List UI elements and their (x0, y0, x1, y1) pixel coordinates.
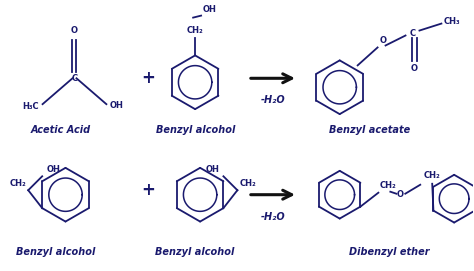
Text: O: O (411, 64, 418, 73)
Text: CH₂: CH₂ (9, 179, 26, 188)
Text: Benzyl alcohol: Benzyl alcohol (16, 247, 95, 257)
Text: C: C (72, 74, 78, 83)
Text: +: + (141, 181, 155, 199)
Text: CH₃: CH₃ (443, 17, 460, 26)
Text: CH₂: CH₂ (423, 171, 440, 180)
Text: CH₂: CH₂ (187, 25, 203, 34)
Text: Acetic Acid: Acetic Acid (30, 125, 91, 135)
Text: O: O (71, 25, 78, 34)
Text: OH: OH (203, 5, 217, 14)
Text: CH₂: CH₂ (379, 181, 396, 190)
Text: Benzyl alcohol: Benzyl alcohol (155, 247, 235, 257)
Text: -H₂O: -H₂O (261, 95, 285, 105)
Text: OH: OH (206, 165, 219, 174)
Text: H₃C: H₃C (22, 102, 38, 111)
Text: OH: OH (46, 165, 60, 174)
Text: CH₂: CH₂ (239, 179, 256, 188)
Text: +: + (141, 69, 155, 87)
Text: Dibenzyl ether: Dibenzyl ether (349, 247, 430, 257)
Text: OH: OH (109, 101, 123, 110)
Text: Benzyl acetate: Benzyl acetate (329, 125, 410, 135)
Text: Benzyl alcohol: Benzyl alcohol (156, 125, 236, 135)
Text: O: O (380, 37, 387, 46)
Text: -H₂O: -H₂O (261, 212, 285, 222)
Text: O: O (397, 190, 404, 199)
Text: C: C (410, 29, 416, 38)
